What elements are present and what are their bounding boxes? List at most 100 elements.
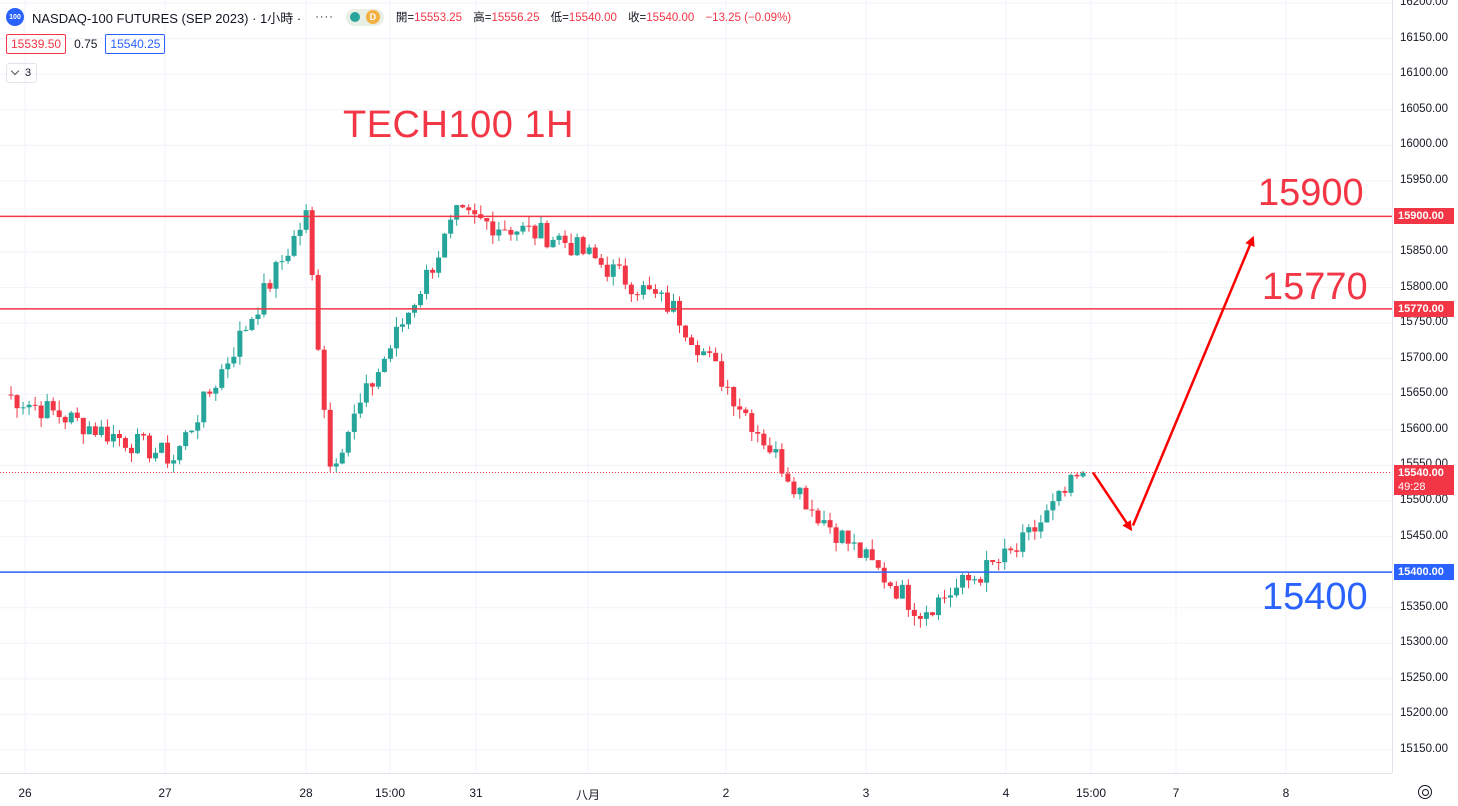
candle	[839, 529, 845, 545]
candle-body	[44, 401, 50, 419]
candle-body	[249, 319, 255, 330]
candle	[713, 347, 719, 362]
candle-body	[966, 574, 972, 581]
candle-body	[809, 509, 815, 511]
candle-body	[393, 326, 399, 349]
candle-body	[604, 264, 610, 277]
candle-body	[616, 264, 622, 266]
candle	[249, 316, 255, 332]
price-tick-label: 15350.00	[1400, 600, 1448, 613]
time-axis[interactable]: 26 27 28 15:00 31 八月 2 3 4 15:00 7 8	[0, 773, 1392, 806]
candle-body	[905, 584, 911, 610]
candle-body	[761, 433, 767, 446]
price-tick-label: 16050.00	[1400, 102, 1448, 115]
candle-body	[484, 218, 490, 222]
candle-body	[98, 426, 104, 435]
candle-body	[351, 413, 357, 432]
candle-body	[309, 210, 315, 275]
candle-body	[978, 579, 984, 583]
candle	[134, 428, 140, 455]
time-tick-label: 15:00	[374, 786, 406, 800]
candle	[851, 533, 857, 551]
symbol-title[interactable]: NASDAQ-100 FUTURES (SEP 2023) · 1小時 ·	[32, 10, 302, 26]
candle	[941, 589, 947, 604]
price-axis[interactable]: 16200.00 16150.00 16100.00 16050.00 16000.00…	[1392, 0, 1458, 773]
candle-body	[1008, 548, 1014, 551]
candle	[683, 324, 689, 342]
candle-body	[743, 409, 749, 414]
candle	[935, 594, 941, 621]
candle-body	[1080, 472, 1086, 477]
candle	[1032, 519, 1038, 540]
price-tick-label: 16100.00	[1400, 67, 1448, 80]
candle-body	[622, 265, 628, 285]
candle-body	[821, 520, 827, 524]
annotation-title[interactable]: TECH100 1H	[343, 104, 574, 146]
symbol-logo-icon[interactable]: 100	[6, 8, 24, 26]
candle-body	[1056, 490, 1062, 502]
candle	[815, 507, 821, 526]
candle-body	[255, 314, 261, 320]
candle	[803, 485, 809, 510]
candle-body	[1032, 527, 1038, 532]
candle-body	[110, 433, 116, 442]
candle-body	[1050, 501, 1056, 511]
market-open-icon	[349, 12, 360, 22]
candle-body	[62, 417, 68, 423]
symbol-legend: 100 NASDAQ-100 FUTURES (SEP 2023) · 1小時 …	[6, 6, 791, 28]
level-label-15400[interactable]: 15400	[1262, 576, 1368, 618]
candle	[502, 220, 508, 231]
more-options-icon[interactable]: ····	[315, 11, 334, 23]
candle-body	[219, 369, 225, 388]
candle	[303, 204, 309, 234]
settings-gear-icon[interactable]	[1418, 785, 1432, 799]
candle-body	[538, 222, 544, 239]
candle	[448, 214, 454, 239]
candlestick-chart[interactable]	[0, 0, 1392, 773]
candle-body	[827, 520, 833, 528]
candle-body	[74, 412, 80, 418]
candle-body	[875, 560, 881, 568]
candle	[339, 448, 345, 465]
current-price-value: 15540.00	[1398, 466, 1444, 479]
level-label-15900[interactable]: 15900	[1258, 172, 1364, 214]
candle	[38, 401, 44, 427]
indicators-toggle[interactable]: 3	[6, 63, 38, 83]
candle	[183, 429, 189, 450]
candle	[387, 344, 393, 363]
candle	[695, 340, 701, 363]
candle-body	[399, 324, 405, 327]
sell-price-button[interactable]: 15539.50	[6, 34, 67, 54]
candle	[1062, 486, 1068, 497]
market-status-pill[interactable]: D	[345, 8, 384, 26]
candle	[496, 222, 502, 242]
horizontal-levels[interactable]	[0, 215, 1392, 573]
price-tick-label: 15150.00	[1400, 743, 1448, 755]
candle	[761, 429, 767, 450]
candle	[990, 560, 996, 566]
candle	[195, 415, 201, 440]
candle	[297, 222, 303, 246]
candle	[869, 539, 875, 561]
buy-price-button[interactable]: 15540.25	[105, 34, 166, 54]
candle-body	[580, 237, 586, 254]
candle-body	[231, 356, 237, 364]
candle	[996, 558, 1002, 571]
candle	[658, 290, 664, 302]
price-tick-label: 15250.00	[1400, 671, 1448, 684]
candle	[399, 318, 405, 333]
candle	[225, 357, 231, 379]
candle-body	[369, 383, 375, 387]
time-tick-label: 8	[1282, 786, 1290, 800]
candle-body	[592, 247, 598, 259]
price-tick-label: 15500.00	[1400, 494, 1448, 506]
price-tick-label: 15450.00	[1400, 529, 1448, 542]
level-label-15770[interactable]: 15770	[1262, 266, 1368, 308]
candle	[670, 293, 676, 313]
candle	[743, 407, 749, 417]
candle	[954, 578, 960, 598]
candle-body	[68, 412, 74, 423]
time-tick-label: 7	[1172, 786, 1180, 800]
candle-body	[261, 283, 267, 315]
